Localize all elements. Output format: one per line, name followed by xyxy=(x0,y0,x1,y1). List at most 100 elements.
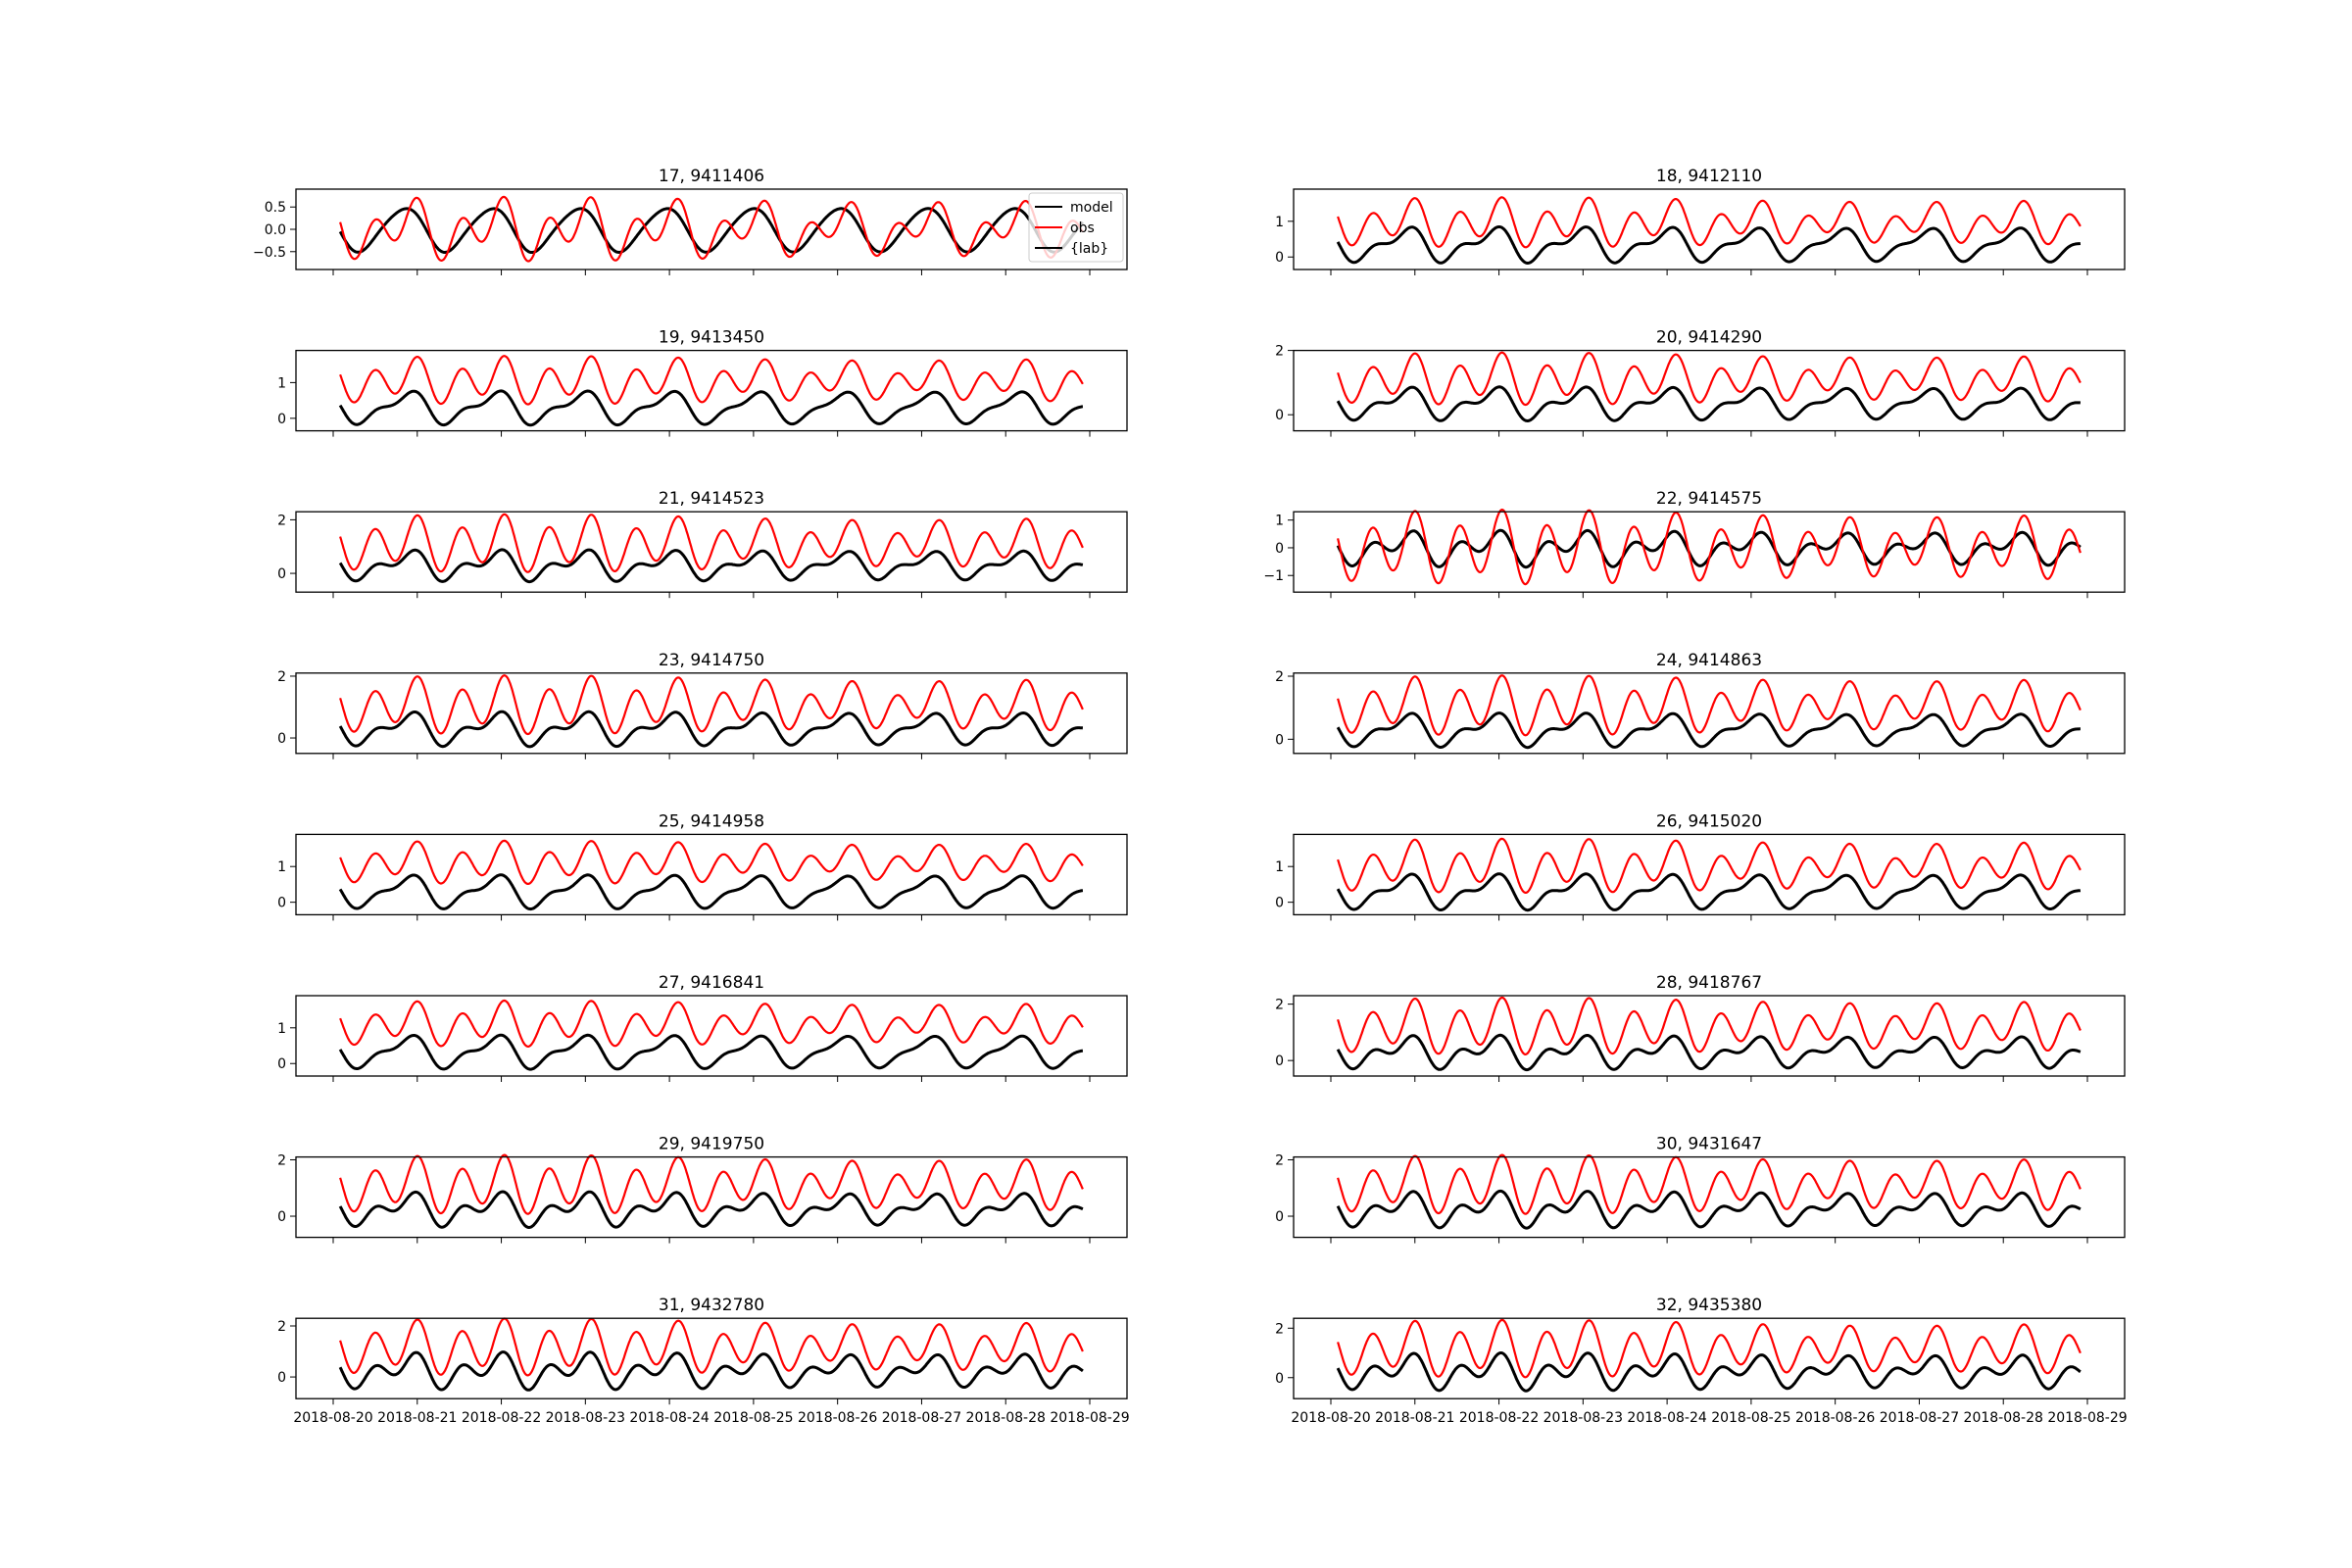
series-obs xyxy=(1337,508,2082,586)
y-tick-label: 0 xyxy=(1275,1054,1284,1069)
subplot-7: 23, 9414750 2 0 xyxy=(277,651,1128,760)
series-obs xyxy=(1337,837,2082,895)
y-tick-label: 2 xyxy=(1275,1321,1284,1337)
series-model xyxy=(338,1350,1084,1392)
series-obs xyxy=(339,1317,1084,1377)
subplot-3: 19, 9413450 1 0 xyxy=(277,328,1128,437)
axes-frame xyxy=(1293,995,2126,1077)
x-tick-label: 2018-08-20 xyxy=(1291,1410,1370,1426)
series-obs xyxy=(1337,1318,2082,1379)
series-model xyxy=(1336,225,2082,265)
y-tick-label: 2 xyxy=(277,1152,286,1168)
subplot-title: 20, 9414290 xyxy=(1656,328,1762,348)
subplot-title: 19, 9413450 xyxy=(659,328,764,348)
series-obs xyxy=(339,839,1084,886)
axes-frame xyxy=(295,1317,1128,1399)
subplot-11: 27, 9416841 1 0 xyxy=(277,973,1128,1082)
subplot-title: 22, 9414575 xyxy=(1656,489,1762,509)
axes-frame xyxy=(1293,672,2126,755)
y-tick-label: 1 xyxy=(277,375,286,391)
subplot-6: 22, 9414575 1 0 −1 xyxy=(1263,489,2126,599)
y-tick-label: 0.0 xyxy=(265,222,286,238)
series-obs xyxy=(1337,351,2082,407)
x-tick-label: 2018-08-26 xyxy=(1795,1410,1875,1426)
y-tick-label: 0 xyxy=(277,1056,286,1072)
y-tick-label: 2 xyxy=(277,513,286,528)
x-tick-label: 2018-08-26 xyxy=(798,1410,877,1426)
x-tick-label: 2018-08-25 xyxy=(1711,1410,1790,1426)
series-model xyxy=(1336,1189,2082,1230)
subplot-14: 30, 9431647 2 0 xyxy=(1275,1135,2126,1244)
x-tick-label: 2018-08-20 xyxy=(293,1410,372,1426)
subplot-title: 25, 9414958 xyxy=(659,811,764,831)
series-obs xyxy=(339,195,1084,263)
legend-label: {lab} xyxy=(1070,241,1108,257)
axes-frame xyxy=(295,995,1128,1077)
subplot-title: 24, 9414863 xyxy=(1656,651,1762,670)
y-tick-label: 2 xyxy=(1275,998,1284,1013)
y-tick-label: −0.5 xyxy=(253,245,286,261)
legend-label: obs xyxy=(1070,220,1095,236)
y-tick-label: 0 xyxy=(1275,1371,1284,1387)
series-obs xyxy=(1337,674,2082,737)
x-tick-label: 2018-08-21 xyxy=(1375,1410,1454,1426)
legend: model obs {lab} xyxy=(1028,192,1124,263)
x-tick-label: 2018-08-23 xyxy=(546,1410,625,1426)
series-obs xyxy=(339,355,1084,406)
y-tick-label: 0 xyxy=(1275,408,1284,423)
y-tick-label: 0 xyxy=(277,731,286,747)
subplot-2: 18, 9412110 1 0 xyxy=(1275,167,2126,275)
series-obs xyxy=(1337,196,2082,249)
x-tick-label: 2018-08-21 xyxy=(377,1410,457,1426)
x-tick-label: 2018-08-24 xyxy=(629,1410,709,1426)
axes-frame xyxy=(295,511,1128,593)
series-model xyxy=(338,1190,1084,1229)
subplot-title: 28, 9418767 xyxy=(1656,973,1762,993)
subplot-1: 17, 9411406 0.5 0.0 −0.5 model obs {lab} xyxy=(253,167,1128,275)
y-tick-label: 1 xyxy=(1275,859,1284,875)
y-tick-label: 0 xyxy=(277,896,286,911)
subplot-title: 23, 9414750 xyxy=(659,651,764,670)
y-tick-label: 0 xyxy=(1275,1209,1284,1225)
y-tick-label: 1 xyxy=(277,859,286,875)
series-obs xyxy=(339,674,1084,736)
x-tick-label: 2018-08-22 xyxy=(1459,1410,1539,1426)
series-obs xyxy=(339,513,1084,573)
series-model xyxy=(1336,872,2082,912)
y-tick-label: 0 xyxy=(277,1209,286,1225)
y-tick-label: 0 xyxy=(1275,732,1284,748)
subplot-title: 32, 9435380 xyxy=(1656,1296,1762,1315)
y-tick-label: 1 xyxy=(1275,215,1284,230)
y-tick-label: 2 xyxy=(1275,1152,1284,1168)
y-tick-label: 2 xyxy=(277,669,286,685)
axes-frame xyxy=(1293,349,2126,432)
y-tick-label: 2 xyxy=(1275,344,1284,360)
y-tick-label: 0.5 xyxy=(265,200,286,216)
y-tick-label: 1 xyxy=(277,1021,286,1037)
y-tick-label: 0 xyxy=(277,566,286,582)
y-tick-label: 0 xyxy=(277,1370,286,1386)
series-obs xyxy=(339,1153,1084,1215)
x-tick-label: 2018-08-29 xyxy=(2047,1410,2127,1426)
series-model xyxy=(338,207,1085,254)
subplot-title: 30, 9431647 xyxy=(1656,1135,1762,1154)
axes-frame xyxy=(295,1155,1128,1239)
subplot-4: 20, 9414290 2 0 xyxy=(1275,328,2126,437)
subplot-title: 27, 9416841 xyxy=(659,973,764,993)
series-model xyxy=(338,1033,1084,1071)
y-tick-label: 2 xyxy=(277,1319,286,1335)
axes-frame xyxy=(1293,1317,2126,1399)
subplot-5: 21, 9414523 2 0 xyxy=(277,489,1128,599)
series-model xyxy=(1336,1351,2082,1393)
series-model xyxy=(338,710,1084,749)
axes-frame xyxy=(295,188,1128,270)
axes-frame xyxy=(295,672,1128,755)
x-tick-label: 2018-08-24 xyxy=(1627,1410,1706,1426)
x-tick-label: 2018-08-27 xyxy=(882,1410,961,1426)
axes-frame xyxy=(295,349,1128,432)
x-tick-label: 2018-08-23 xyxy=(1544,1410,1623,1426)
legend-frame xyxy=(1028,192,1124,263)
series-model xyxy=(1336,1033,2082,1072)
axes-frame xyxy=(1293,833,2126,916)
